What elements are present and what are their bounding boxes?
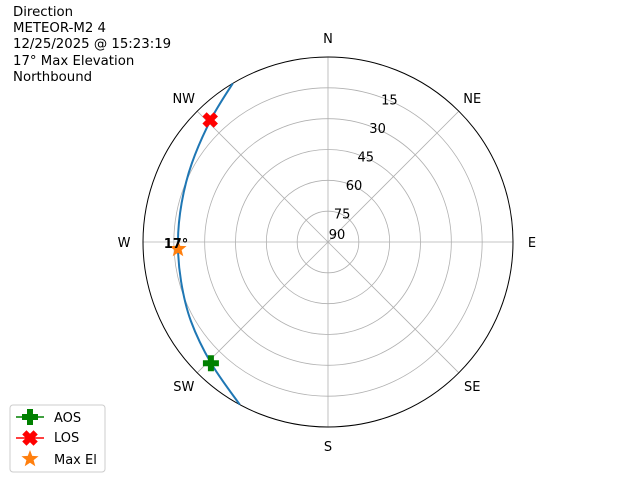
angle-label-w: W [118, 236, 131, 251]
angle-label-se: SE [464, 380, 480, 395]
legend-label-max-el: Max El [54, 453, 97, 468]
radial-tick-label: 30 [369, 122, 386, 137]
grid-spoke [327, 110, 460, 243]
polar-frame [142, 56, 514, 428]
radial-tick-label: 75 [334, 208, 351, 223]
angle-label-ne: NE [463, 92, 481, 107]
max-el-marker [169, 239, 187, 257]
grid-spoke [196, 110, 329, 243]
radial-tick-label: 45 [358, 151, 375, 166]
legend: AOS LOS Max El [9, 404, 106, 473]
chart-title: Direction METEOR-M2 4 12/25/2025 @ 15:23… [13, 5, 171, 86]
angle-label-sw: SW [173, 380, 194, 395]
title-line-max-elevation: 17° Max Elevation [13, 53, 135, 69]
max-elevation-annotation: 17° [164, 237, 189, 252]
radial-tick-label: 15 [381, 94, 398, 109]
legend-los-icon [22, 430, 38, 446]
title-line-label: Direction [13, 5, 74, 20]
grid-spoke [327, 241, 460, 374]
radial-tick-label: 60 [346, 179, 363, 194]
aos-marker [202, 355, 219, 372]
legend-aos-icon [22, 409, 38, 425]
legend-box [9, 404, 106, 473]
legend-max-el-icon [21, 450, 39, 467]
grid-spoke [196, 241, 329, 374]
radial-tick-label: 90 [329, 228, 346, 243]
los-marker [202, 112, 218, 128]
angle-label-nw: NW [172, 92, 195, 107]
legend-label-aos: AOS [54, 411, 81, 426]
angle-label-n: N [323, 32, 333, 47]
angle-label-e: E [528, 236, 536, 251]
title-line-satellite: METEOR-M2 4 [13, 21, 106, 37]
title-line-datetime: 12/25/2025 @ 15:23:19 [13, 37, 172, 53]
legend-label-los: LOS [54, 431, 79, 446]
title-line-direction: Northbound [13, 69, 93, 85]
angle-label-s: S [324, 440, 332, 455]
